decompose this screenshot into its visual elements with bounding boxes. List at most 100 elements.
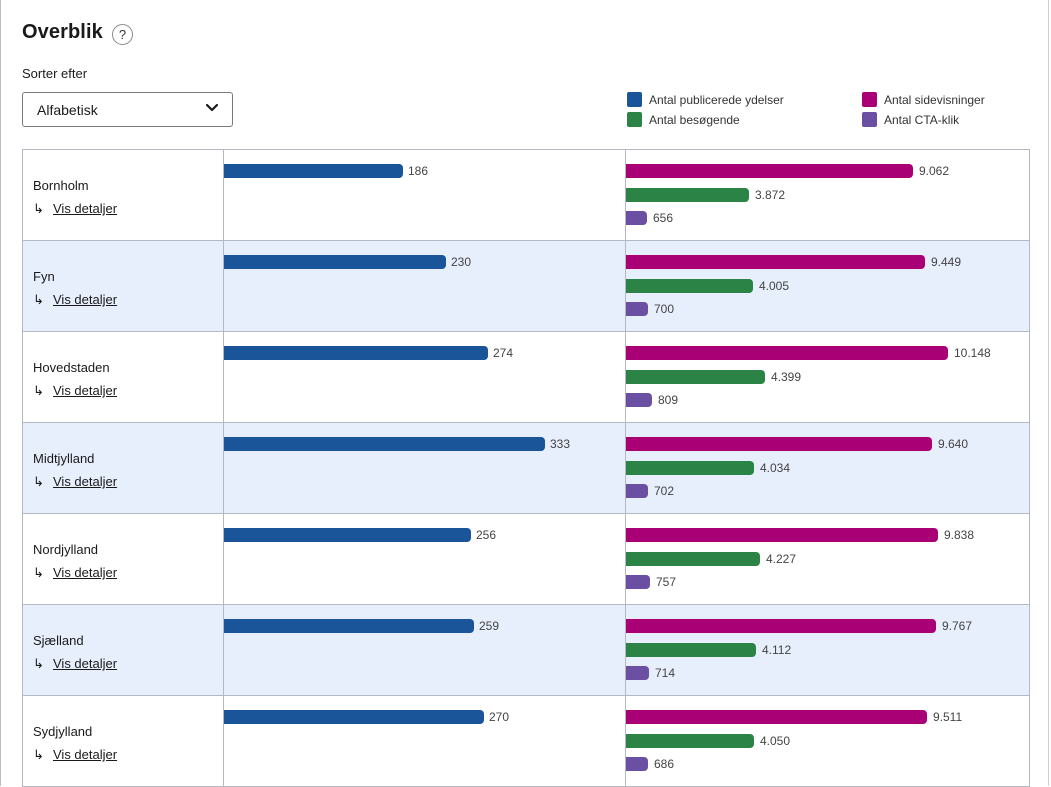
legend-label: Antal publicerede ydelser (649, 93, 784, 107)
region-name: Hovedstaden (33, 360, 110, 375)
traffic-cell: 9.062 3.872 656 (626, 150, 1028, 240)
bar-value-label: 4.050 (760, 734, 791, 748)
page-frame-left-border (0, 0, 1, 786)
bar-value-label: 10.148 (954, 346, 991, 360)
bar-value-label: 702 (654, 484, 675, 498)
chevron-down-icon (205, 103, 219, 112)
arrow-return-icon: ↳ (33, 292, 44, 307)
published-services-cell: 230 (224, 241, 626, 331)
region-cell: Nordjylland ↳ Vis detaljer (23, 514, 224, 604)
page-frame-right-border (1048, 0, 1049, 786)
traffic-cell: 9.511 4.050 686 (626, 696, 1028, 786)
bar-value-label: 686 (654, 757, 675, 771)
legend-label: Antal besøgende (649, 113, 740, 127)
arrow-return-icon: ↳ (33, 383, 44, 398)
bar-antal-sidevisninger (626, 346, 948, 360)
sort-label: Sorter efter (22, 66, 88, 81)
arrow-return-icon: ↳ (33, 656, 44, 671)
details-link-row: ↳ Vis detaljer (33, 656, 117, 672)
legend-label: Antal sidevisninger (884, 93, 985, 107)
traffic-cell: 10.148 4.399 809 (626, 332, 1028, 422)
table-row: Fyn ↳ Vis detaljer 230 9.449 4.005 700 (23, 241, 1029, 332)
bar-antal-sidevisninger (626, 528, 938, 542)
region-cell: Midtjylland ↳ Vis detaljer (23, 423, 224, 513)
legend-swatch (862, 92, 877, 107)
chart-legend: Antal publicerede ydelser Antal besøgend… (627, 92, 1007, 132)
details-link-row: ↳ Vis detaljer (33, 383, 117, 399)
bar-antal-cta-klik (626, 393, 652, 407)
arrow-return-icon: ↳ (33, 565, 44, 580)
bar-antal-publicerede-ydelser (224, 437, 545, 451)
bar-value-label: 9.767 (942, 619, 973, 633)
sort-dropdown[interactable]: Alfabetisk (22, 92, 233, 127)
bar-antal-publicerede-ydelser (224, 528, 471, 542)
vis-detaljer-link[interactable]: Vis detaljer (53, 292, 118, 307)
vis-detaljer-link[interactable]: Vis detaljer (53, 747, 118, 762)
bar-antal-bes-gende (626, 552, 760, 566)
bar-value-label: 256 (476, 528, 497, 542)
region-cell: Sydjylland ↳ Vis detaljer (23, 696, 224, 786)
bar-antal-bes-gende (626, 734, 754, 748)
legend-label: Antal CTA-klik (884, 113, 960, 127)
region-cell: Sjælland ↳ Vis detaljer (23, 605, 224, 695)
details-link-row: ↳ Vis detaljer (33, 292, 117, 308)
region-name: Fyn (33, 269, 55, 284)
bar-value-label: 274 (493, 346, 514, 360)
vis-detaljer-link[interactable]: Vis detaljer (53, 474, 118, 489)
page-title: Overblik (22, 21, 103, 43)
bar-value-label: 9.838 (944, 528, 975, 542)
overview-table: Bornholm ↳ Vis detaljer 186 9.062 3.872 656 Fyn… (22, 149, 1030, 787)
vis-detaljer-link[interactable]: Vis detaljer (53, 565, 118, 580)
bar-antal-cta-klik (626, 575, 650, 589)
bar-value-label: 259 (479, 619, 500, 633)
table-row: Midtjylland ↳ Vis detaljer 333 9.640 4.034 702 (23, 423, 1029, 514)
bar-antal-bes-gende (626, 370, 765, 384)
traffic-cell: 9.640 4.034 702 (626, 423, 1028, 513)
bar-value-label: 186 (408, 164, 429, 178)
bar-value-label: 656 (653, 211, 674, 225)
arrow-return-icon: ↳ (33, 747, 44, 762)
bar-antal-bes-gende (626, 643, 756, 657)
details-link-row: ↳ Vis detaljer (33, 747, 117, 763)
details-link-row: ↳ Vis detaljer (33, 201, 117, 217)
bar-value-label: 9.062 (919, 164, 950, 178)
published-services-cell: 274 (224, 332, 626, 422)
legend-swatch (627, 112, 642, 127)
sort-selected-value: Alfabetisk (37, 102, 98, 118)
details-link-row: ↳ Vis detaljer (33, 474, 117, 490)
vis-detaljer-link[interactable]: Vis detaljer (53, 383, 118, 398)
region-name: Sjælland (33, 633, 84, 648)
table-row: Bornholm ↳ Vis detaljer 186 9.062 3.872 656 (23, 150, 1029, 241)
bar-value-label: 4.399 (771, 370, 802, 384)
bar-antal-publicerede-ydelser (224, 710, 484, 724)
bar-value-label: 9.449 (931, 255, 962, 269)
bar-value-label: 757 (656, 575, 677, 589)
region-name: Sydjylland (33, 724, 93, 739)
table-row: Nordjylland ↳ Vis detaljer 256 9.838 4.227 757 (23, 514, 1029, 605)
bar-value-label: 4.034 (760, 461, 791, 475)
traffic-cell: 9.449 4.005 700 (626, 241, 1028, 331)
details-link-row: ↳ Vis detaljer (33, 565, 117, 581)
arrow-return-icon: ↳ (33, 201, 44, 216)
bar-value-label: 9.640 (938, 437, 969, 451)
bar-antal-bes-gende (626, 279, 753, 293)
bar-value-label: 4.227 (766, 552, 797, 566)
bar-antal-cta-klik (626, 666, 649, 680)
arrow-return-icon: ↳ (33, 474, 44, 489)
bar-value-label: 700 (654, 302, 675, 316)
vis-detaljer-link[interactable]: Vis detaljer (53, 201, 118, 216)
bar-antal-sidevisninger (626, 437, 932, 451)
bar-value-label: 714 (655, 666, 676, 680)
bar-value-label: 230 (451, 255, 472, 269)
bar-antal-publicerede-ydelser (224, 619, 474, 633)
bar-antal-bes-gende (626, 188, 749, 202)
vis-detaljer-link[interactable]: Vis detaljer (53, 656, 118, 671)
bar-antal-cta-klik (626, 211, 647, 225)
published-services-cell: 270 (224, 696, 626, 786)
help-icon[interactable]: ? (112, 24, 133, 45)
published-services-cell: 333 (224, 423, 626, 513)
table-row: Sjælland ↳ Vis detaljer 259 9.767 4.112 714 (23, 605, 1029, 696)
region-cell: Hovedstaden ↳ Vis detaljer (23, 332, 224, 422)
table-row: Hovedstaden ↳ Vis detaljer 274 10.148 4.399 80… (23, 332, 1029, 423)
bar-value-label: 4.005 (759, 279, 790, 293)
